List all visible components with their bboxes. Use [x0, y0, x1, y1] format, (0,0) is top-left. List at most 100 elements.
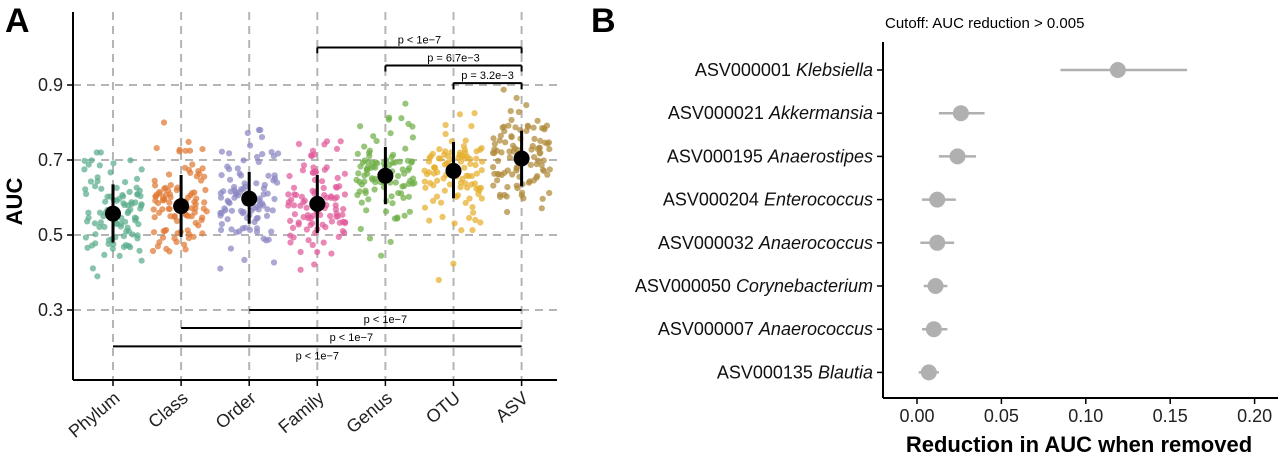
data-point [320, 239, 327, 246]
data-point [150, 206, 157, 213]
data-point [133, 215, 140, 222]
data-point [196, 170, 203, 177]
data-point [356, 188, 363, 195]
data-point [461, 164, 468, 171]
data-point [395, 172, 402, 180]
data-point [190, 233, 197, 240]
data-point [342, 219, 349, 226]
data-point [543, 122, 551, 129]
data-point [498, 149, 505, 156]
data-point [226, 150, 233, 157]
data-point [271, 172, 278, 179]
data-point [174, 230, 181, 237]
data-point [513, 94, 520, 102]
data-point [120, 200, 127, 207]
data-point [440, 175, 447, 182]
asv-taxon: Enterococcus [764, 190, 873, 210]
data-point [255, 158, 262, 166]
p-value-label: p < 1e−7 [330, 332, 373, 344]
data-point [362, 189, 369, 197]
asv-label: ASV000135 Blautia [717, 362, 873, 382]
row-asv000032: ASV000032 Anaerococcus [658, 233, 955, 253]
data-point [456, 111, 463, 118]
data-point [539, 125, 546, 132]
data-point [184, 227, 191, 234]
data-point [396, 158, 403, 165]
data-point [150, 229, 158, 236]
y-tick-label: 0.7 [38, 150, 63, 170]
data-point [253, 225, 261, 232]
data-point [307, 221, 314, 229]
y-axis-title: AUC [2, 178, 27, 226]
data-point [231, 194, 238, 201]
data-point [81, 166, 88, 173]
data-point [240, 185, 247, 192]
p-value-label: p = 3.2e−3 [461, 70, 514, 82]
data-point [151, 177, 158, 184]
data-point [227, 245, 234, 252]
data-point [544, 140, 551, 147]
data-point [218, 221, 225, 228]
row-asv000021: ASV000021 Akkermansia [668, 103, 985, 123]
data-point [341, 191, 348, 198]
data-point [134, 232, 141, 239]
data-point [228, 207, 235, 214]
data-point [271, 195, 278, 203]
data-point [366, 235, 374, 242]
data-point [254, 214, 261, 222]
data-point [408, 158, 416, 165]
data-point [218, 148, 225, 155]
data-point [126, 188, 133, 195]
data-point [257, 126, 264, 134]
data-point [333, 145, 341, 152]
data-point [477, 219, 484, 226]
data-point [494, 177, 501, 184]
data-point [519, 189, 526, 196]
data-point [433, 193, 441, 200]
mean-point-asv [513, 150, 530, 167]
data-point [421, 167, 428, 174]
asv-label: ASV000195 Anaerostipes [667, 146, 873, 166]
data-point [120, 233, 127, 240]
data-point [435, 276, 442, 284]
data-point [333, 210, 340, 217]
data-point [287, 217, 294, 224]
data-point [378, 252, 385, 259]
data-point [502, 139, 509, 146]
x-tick-label: ASV [492, 388, 532, 426]
data-point [192, 205, 199, 212]
data-point [355, 170, 362, 177]
asv-id: ASV000001 [695, 60, 796, 80]
data-point [386, 114, 393, 121]
data-point [501, 169, 508, 176]
data-point [268, 149, 275, 156]
data-point [227, 176, 234, 183]
data-point [531, 154, 538, 161]
data-point [309, 241, 316, 249]
data-point [94, 273, 101, 280]
points-asv [489, 86, 553, 216]
data-point [491, 140, 498, 147]
data-point [182, 246, 189, 253]
points-class [149, 119, 210, 255]
data-point [85, 209, 92, 216]
data-point [163, 245, 170, 252]
data-point [101, 251, 108, 258]
data-point [513, 167, 520, 174]
data-point [340, 206, 347, 213]
data-point [156, 209, 163, 216]
data-point [357, 123, 364, 130]
asv-label: ASV000050 Corynebacterium [635, 276, 873, 296]
data-point [285, 191, 292, 198]
panel-letter-a: A [5, 2, 30, 40]
data-point [233, 229, 240, 236]
data-point [200, 205, 207, 212]
data-point [430, 197, 437, 204]
data-point [295, 219, 302, 226]
data-point [339, 211, 346, 218]
data-point [508, 116, 515, 124]
panel-a: A 0.3 0.5 0.7 0.9 p < 1e−7 p = 6.7e−3 p = 3.2e−… [2, 2, 557, 442]
points-otu [421, 110, 486, 284]
data-point [311, 261, 318, 268]
asv-id: ASV000050 [635, 276, 736, 296]
